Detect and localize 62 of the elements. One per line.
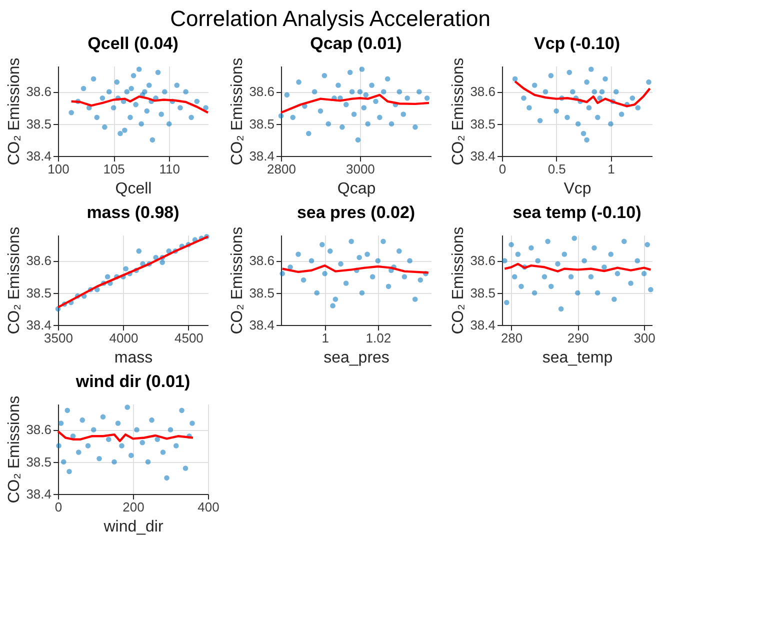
x-tick-label: 0.5 xyxy=(548,162,566,176)
x-tick-label: 300 xyxy=(634,330,656,346)
y-tick-label: 38.5 xyxy=(26,454,52,470)
x-tick-label: 100 xyxy=(48,162,70,176)
text: Correlation Analysis Acceleration xyxy=(170,6,490,32)
y-tick-label: 38.5 xyxy=(26,285,52,300)
x-axis-title: Vcp xyxy=(564,180,592,198)
x-tick-label: 0 xyxy=(54,500,62,514)
x-tick-label: 110 xyxy=(159,162,180,176)
y-tick-label: 38.6 xyxy=(26,253,52,268)
x-axis-title: wind_dir xyxy=(102,518,164,536)
x-tick-label: 1.02 xyxy=(366,330,392,346)
x-tick-label: 200 xyxy=(122,500,144,514)
x-axis-title: mass xyxy=(114,350,153,366)
y-tick-label: 38.5 xyxy=(470,116,496,132)
y-axis-title: CO₂ Emissions xyxy=(450,226,468,334)
y-tick-label: 38.6 xyxy=(470,253,496,268)
x-tick-label: 280 xyxy=(500,330,523,346)
y-tick-label: 38.4 xyxy=(26,148,52,164)
x-tick-label: 1 xyxy=(608,162,615,176)
x-tick-label: 105 xyxy=(103,162,125,176)
chart-title: wind dir (0.01) xyxy=(74,372,190,392)
x-tick-label: 4000 xyxy=(109,330,138,346)
y-tick-label: 38.4 xyxy=(249,318,274,332)
x-tick-label: 3500 xyxy=(44,330,73,346)
y-axis-title: CO₂ Emissions xyxy=(450,58,468,166)
y-tick-label: 38.4 xyxy=(470,148,496,164)
chart-title: sea pres (0.02) xyxy=(296,203,416,222)
y-axis-title: CO₂ Emissions xyxy=(6,226,24,334)
chart-title: Qcell (0.04) xyxy=(88,34,178,54)
chart-title: mass (0.98) xyxy=(86,203,180,222)
y-tick-label: 38.5 xyxy=(470,285,496,300)
chart-title: Qcap (0.01) xyxy=(310,34,402,54)
y-tick-label: 38.4 xyxy=(249,148,274,164)
y-tick-label: 38.5 xyxy=(249,116,274,132)
chart-title: Vcp (-0.10) xyxy=(534,34,620,54)
y-axis-title: CO₂ Emissions xyxy=(6,396,24,504)
y-axis-title: CO₂ Emissions xyxy=(229,226,246,334)
x-tick-label: 2800 xyxy=(267,162,296,176)
x-axis-title: Qcell xyxy=(115,180,152,198)
x-axis-title: sea_pres xyxy=(324,350,390,366)
y-tick-label: 38.4 xyxy=(470,318,496,332)
x-tick-label: 1 xyxy=(322,330,329,346)
y-tick-label: 38.5 xyxy=(249,285,274,300)
y-tick-label: 38.5 xyxy=(26,116,52,132)
y-tick-label: 38.6 xyxy=(249,253,274,268)
x-tick-label: 4500 xyxy=(174,330,204,346)
x-tick-label: 0 xyxy=(498,162,506,176)
y-axis-title: CO₂ Emissions xyxy=(6,58,24,166)
y-tick-label: 38.4 xyxy=(26,318,52,332)
y-tick-label: 38.6 xyxy=(249,84,274,100)
x-axis-title: sea_temp xyxy=(542,350,613,366)
chart-title: sea temp (-0.10) xyxy=(512,203,642,222)
y-axis-title: CO₂ Emissions xyxy=(229,58,246,166)
x-axis-title: Qcap xyxy=(337,180,376,198)
y-tick-label: 38.4 xyxy=(26,486,52,502)
y-tick-label: 38.6 xyxy=(26,422,52,438)
x-tick-label: 290 xyxy=(567,330,590,346)
x-tick-label: 400 xyxy=(198,500,220,514)
y-tick-label: 38.6 xyxy=(26,84,52,100)
x-tick-label: 3000 xyxy=(346,162,375,176)
y-tick-label: 38.6 xyxy=(470,84,496,100)
